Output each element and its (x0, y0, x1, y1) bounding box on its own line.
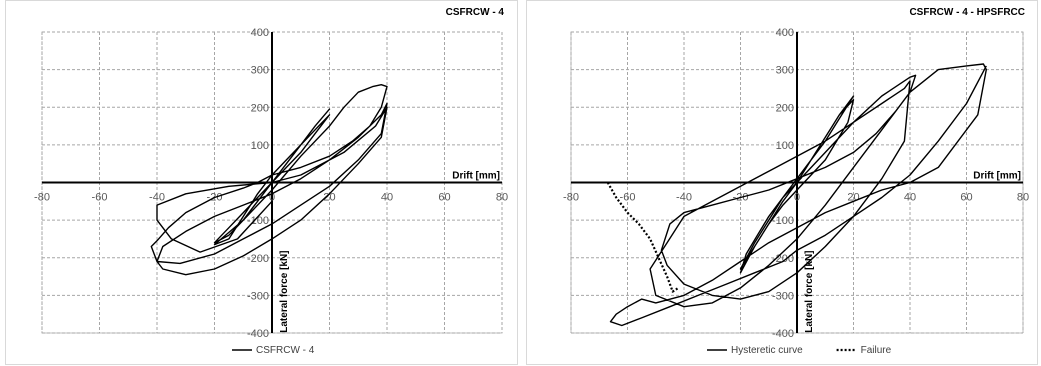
legend-label: Hysteretic curve (731, 345, 803, 356)
x-axis-label: Drift [mm] (973, 171, 1021, 182)
y-tick-label: -200 (247, 253, 269, 265)
y-tick-label: 400 (251, 27, 269, 39)
x-tick-label: -60 (620, 192, 636, 204)
x-tick-label: 60 (960, 192, 972, 204)
x-tick-label: 0 (794, 192, 800, 204)
y-tick-label: -400 (772, 328, 794, 340)
y-tick-label: -200 (772, 253, 794, 265)
chart-panel-right: -80 -60 -40 -20 0 20 40 60 80 -400 -300 -200 -100 100… (526, 0, 1038, 365)
chart-title: CSFRCW - 4 (446, 7, 505, 18)
chart-panel-left: -80 -60 -40 -20 0 20 40 60 80 -400 -300 -200 -100 100… (5, 0, 518, 365)
y-tick-label: -100 (247, 215, 269, 227)
y-tick-label: -300 (772, 290, 794, 302)
series-line (150, 83, 388, 276)
x-tick-label: 20 (323, 192, 335, 204)
y-tick-label: -400 (247, 328, 269, 340)
y-tick-label: 300 (251, 65, 269, 77)
x-tick-label: 40 (904, 192, 916, 204)
x-tick-label: -40 (149, 192, 165, 204)
y-tick-label: -300 (247, 290, 269, 302)
x-tick-label: 0 (269, 192, 275, 204)
chart-svg-right: -80 -60 -40 -20 0 20 40 60 80-400-300-200-100100… (563, 7, 1029, 356)
x-tick-label: 40 (381, 192, 393, 204)
x-axis-label: Drift [mm] (452, 171, 500, 182)
x-tick-label: -40 (676, 192, 692, 204)
chart-svg-left: -80 -60 -40 -20 0 20 40 60 80-400-300-200-100100… (34, 7, 508, 356)
x-tick-label: -60 (92, 192, 108, 204)
legend-label: CSFRCW - 4 (256, 345, 315, 356)
x-tick-label: -80 (563, 192, 579, 204)
y-axis-label: Lateral force [kN] (804, 250, 815, 332)
y-tick-label: 100 (776, 140, 794, 152)
y-tick-label: -100 (772, 215, 794, 227)
legend-label: Failure (861, 345, 892, 356)
x-tick-label: 80 (496, 192, 508, 204)
y-axis-label: Lateral force [kN] (279, 250, 290, 332)
x-tick-label: 60 (438, 192, 450, 204)
chart-title: CSFRCW - 4 - HPSFRCC (909, 7, 1025, 18)
y-tick-label: 400 (776, 27, 794, 39)
y-tick-label: 100 (251, 140, 269, 152)
x-tick-label: -80 (34, 192, 50, 204)
y-tick-label: 300 (776, 65, 794, 77)
y-tick-label: 200 (776, 102, 794, 114)
series-line (609, 63, 987, 327)
y-tick-label: 200 (251, 102, 269, 114)
x-tick-label: 80 (1017, 192, 1029, 204)
